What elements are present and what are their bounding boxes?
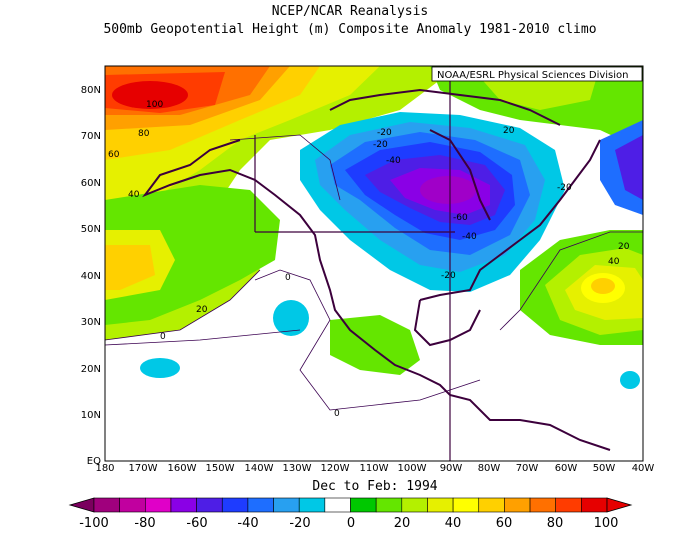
contour-label: -20 [373, 140, 388, 150]
colorbar: -100 -80 -60 -40 -20 0 20 40 60 80 100 [68, 497, 633, 531]
colorbar-label: 0 [347, 516, 355, 531]
colorbar-label: 20 [394, 516, 411, 531]
longitude-axis: 180 170W 160W 150W 140W 130W 120W 110W 1… [95, 463, 654, 474]
lat-label: 60N [81, 178, 101, 189]
lon-label: 70W [516, 463, 539, 474]
lon-label: 180 [95, 463, 114, 474]
contour-label: 20 [618, 242, 630, 252]
colorbar-cell [555, 497, 582, 513]
latitude-axis: 80N 70N 60N 50N 40N 30N 20N 10N EQ [81, 85, 101, 467]
contour-label: -20 [557, 183, 572, 193]
lon-label: 120W [321, 463, 350, 474]
period-label: Dec to Feb: 1994 [312, 479, 438, 494]
lon-label: 80W [478, 463, 501, 474]
colorbar-arrow-right [606, 497, 633, 513]
colorbar-cell [170, 497, 197, 513]
colorbar-cell [504, 497, 531, 513]
contour-label: -20 [441, 271, 456, 281]
colorbar-label: 60 [496, 516, 513, 531]
credit-box [431, 66, 643, 82]
colorbar-label: -20 [289, 516, 310, 531]
colorbar-cell [529, 497, 556, 513]
colorbar-cell [247, 497, 274, 513]
colorbar-cell [196, 497, 223, 513]
lon-label: 160W [168, 463, 197, 474]
lat-label: EQ [87, 456, 101, 467]
colorbar-cells [93, 497, 608, 513]
colorbar-cell [119, 497, 146, 513]
contour-labels: 100 80 60 40 20 0 0 0 -20 -20 -40 -60 -4… [108, 100, 630, 419]
colorbar-cell [324, 497, 351, 513]
colorbar-cell [298, 497, 326, 513]
lon-label: 50W [593, 463, 616, 474]
colorbar-cell [350, 497, 377, 513]
contour-label: 20 [196, 305, 208, 315]
colorbar-label: 40 [445, 516, 462, 531]
lat-label: 80N [81, 85, 101, 96]
contour-label: 100 [146, 100, 163, 110]
map-frame [104, 65, 644, 462]
colorbar-label: 100 [594, 516, 619, 531]
contour-label: 0 [334, 409, 340, 419]
chart-title: NCEP/NCAR Reanalysis [271, 4, 429, 19]
lat-label: 20N [81, 364, 101, 375]
contour-label: 40 [128, 190, 140, 200]
lon-label: 60W [555, 463, 578, 474]
lat-label: 70N [81, 131, 101, 142]
lon-label: 150W [206, 463, 235, 474]
lon-label: 110W [360, 463, 389, 474]
lon-label: 100W [398, 463, 427, 474]
lon-label: 40W [632, 463, 655, 474]
colorbar-cell [375, 497, 403, 513]
colorbar-cell [478, 497, 505, 513]
contour-label: 0 [285, 273, 291, 283]
coastline [142, 88, 611, 451]
colorbar-cell [93, 497, 120, 513]
contour-label: -40 [462, 232, 477, 242]
lon-label: 90W [440, 463, 463, 474]
colorbar-label: -40 [237, 516, 258, 531]
colorbar-cell [273, 497, 300, 513]
colorbar-label: -100 [79, 516, 109, 531]
lon-label: 140W [245, 463, 274, 474]
contour-label: -40 [386, 156, 401, 166]
colorbar-arrow-left [68, 497, 95, 513]
contour-label: 40 [608, 257, 620, 267]
colorbar-cell [145, 497, 172, 513]
lat-label: 40N [81, 271, 101, 282]
credit-text: NOAA/ESRL Physical Sciences Division [437, 70, 629, 81]
lon-label: 130W [283, 463, 312, 474]
colorbar-label: 80 [547, 516, 564, 531]
reference-box [254, 66, 455, 461]
anomaly-field [105, 66, 643, 461]
contour-label: 20 [503, 126, 515, 136]
colorbar-labels: -100 -80 -60 -40 -20 0 20 40 60 80 100 [79, 516, 618, 531]
lon-label: 170W [129, 463, 158, 474]
colorbar-label: -60 [186, 516, 207, 531]
contour-label: 0 [160, 332, 166, 342]
colorbar-cell [452, 497, 480, 513]
lat-label: 50N [81, 224, 101, 235]
lat-label: 30N [81, 317, 101, 328]
colorbar-cell [221, 497, 249, 513]
colorbar-cell [427, 497, 454, 513]
contour-label: 80 [138, 129, 150, 139]
colorbar-cell [581, 497, 608, 513]
contour-label: 60 [108, 150, 120, 160]
lat-label: 10N [81, 410, 101, 421]
contour-label: -20 [377, 128, 392, 138]
chart-subtitle: 500mb Geopotential Height (m) Composite … [103, 22, 597, 37]
colorbar-cell [401, 497, 428, 513]
contour-label: -60 [453, 213, 468, 223]
colorbar-label: -80 [134, 516, 155, 531]
